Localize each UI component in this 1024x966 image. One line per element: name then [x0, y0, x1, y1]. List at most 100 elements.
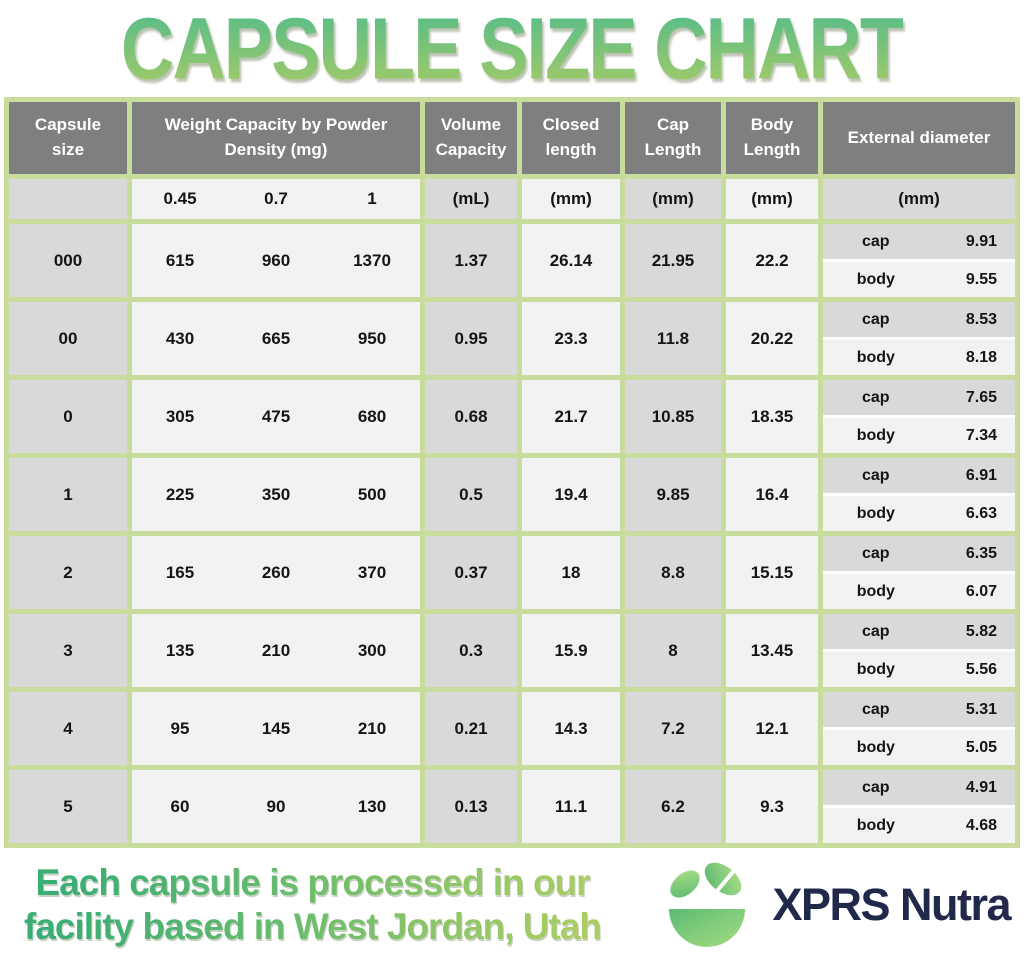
closed-length-cell: 26.14	[522, 224, 620, 297]
volume-capacity-cell: 1.37	[425, 224, 517, 297]
external-diameter-cell: cap 4.91 body 4.68	[823, 770, 1015, 843]
external-diameter-cell: cap 6.35 body 6.07	[823, 536, 1015, 609]
capsule-size-cell: 3	[9, 614, 127, 687]
weight-capacity-cell: 305 475 680	[132, 380, 420, 453]
weight-value: 615	[165, 250, 195, 270]
volume-capacity-cell: 0.13	[425, 770, 517, 843]
capsule-size-cell: 0	[9, 380, 127, 453]
external-body-value: 7.34	[965, 426, 997, 444]
cap-length-cell: 21.95	[625, 224, 721, 297]
external-cap-label: cap	[862, 466, 890, 484]
volume-capacity-cell: 0.5	[425, 458, 517, 531]
header-weight-capacity: Weight Capacity by Powder Density (mg)	[132, 102, 420, 174]
units-volume: (mL)	[425, 179, 517, 219]
external-body-row: body 4.68	[823, 808, 1015, 843]
external-body-label: body	[856, 660, 895, 678]
weight-value: 210	[357, 718, 387, 738]
external-cap-row: cap 5.31	[823, 692, 1015, 727]
weight-value: 260	[261, 562, 291, 582]
cap-length-cell: 9.85	[625, 458, 721, 531]
weight-value: 95	[170, 718, 190, 738]
weight-value: 130	[357, 796, 387, 816]
leaf-bowl-logo-icon	[669, 862, 746, 947]
external-cap-label: cap	[862, 622, 890, 640]
external-cap-label: cap	[862, 310, 890, 328]
weight-capacity-cell: 135 210 300	[132, 614, 420, 687]
table-row: 5 60 90 130 0.13 11.1 6.2 9.3 cap 4.91 body 4.68	[9, 770, 1015, 843]
external-body-row: body 6.63	[823, 496, 1015, 531]
capsule-size-cell: 000	[9, 224, 127, 297]
units-density-cell: 0.45 0.7 1	[132, 179, 420, 219]
units-body: (mm)	[726, 179, 818, 219]
volume-capacity-cell: 0.21	[425, 692, 517, 765]
header-capsule-size: Capsule size	[9, 102, 127, 174]
external-body-value: 8.18	[965, 348, 997, 366]
header-cap-length: Cap Length	[625, 102, 721, 174]
external-cap-value: 6.91	[965, 466, 997, 484]
body-length-cell: 16.4	[726, 458, 818, 531]
external-cap-value: 8.53	[965, 310, 997, 328]
footer: Each capsule is processed in our facilit…	[0, 848, 1024, 966]
external-cap-row: cap 6.91	[823, 458, 1015, 493]
external-body-label: body	[856, 426, 895, 444]
external-body-label: body	[856, 816, 895, 834]
weight-value: 210	[261, 640, 291, 660]
weight-value: 680	[357, 406, 387, 426]
weight-value: 960	[261, 250, 291, 270]
cap-length-cell: 10.85	[625, 380, 721, 453]
closed-length-cell: 18	[522, 536, 620, 609]
weight-value: 665	[261, 328, 291, 348]
header-body-length: Body Length	[726, 102, 818, 174]
closed-length-cell: 11.1	[522, 770, 620, 843]
external-cap-value: 5.82	[965, 622, 997, 640]
external-body-label: body	[856, 348, 895, 366]
weight-value: 500	[357, 484, 387, 504]
capsule-size-cell: 1	[9, 458, 127, 531]
weight-capacity-cell: 430 665 950	[132, 302, 420, 375]
weight-value: 90	[266, 796, 286, 816]
weight-capacity-cell: 165 260 370	[132, 536, 420, 609]
body-length-cell: 15.15	[726, 536, 818, 609]
page-header: CAPSULE SIZE CHART	[0, 0, 1024, 97]
weight-value: 165	[165, 562, 195, 582]
closed-length-cell: 14.3	[522, 692, 620, 765]
table-header-row: Capsule size Weight Capacity by Powder D…	[9, 102, 1015, 174]
cap-length-cell: 6.2	[625, 770, 721, 843]
external-diameter-cell: cap 9.91 body 9.55	[823, 224, 1015, 297]
facility-note: Each capsule is processed in our facilit…	[24, 861, 601, 950]
weight-capacity-cell: 225 350 500	[132, 458, 420, 531]
facility-note-line1: Each capsule is processed in our	[35, 861, 590, 903]
facility-note-line2: facility based in West Jordan, Utah	[24, 906, 602, 947]
external-body-label: body	[856, 738, 895, 756]
header-closed-length: Closed length	[522, 102, 620, 174]
header-external-diameter: External diameter	[823, 102, 1015, 174]
external-cap-label: cap	[862, 232, 890, 250]
units-closed: (mm)	[522, 179, 620, 219]
external-body-value: 6.63	[965, 504, 997, 522]
weight-value: 950	[357, 328, 387, 348]
volume-capacity-cell: 0.3	[425, 614, 517, 687]
external-cap-row: cap 5.82	[823, 614, 1015, 649]
external-diameter-cell: cap 8.53 body 8.18	[823, 302, 1015, 375]
table-row: 0 305 475 680 0.68 21.7 10.85 18.35 cap 7.65 body 7…	[9, 380, 1015, 453]
external-cap-label: cap	[862, 778, 890, 796]
external-cap-row: cap 7.65	[823, 380, 1015, 415]
external-cap-row: cap 9.91	[823, 224, 1015, 259]
weight-value: 60	[170, 796, 190, 816]
weight-value: 430	[165, 328, 195, 348]
weight-value: 350	[261, 484, 291, 504]
external-body-value: 5.56	[965, 660, 997, 678]
weight-value: 135	[165, 640, 195, 660]
volume-capacity-cell: 0.95	[425, 302, 517, 375]
closed-length-cell: 19.4	[522, 458, 620, 531]
external-diameter-cell: cap 6.91 body 6.63	[823, 458, 1015, 531]
weight-value: 300	[357, 640, 387, 660]
external-cap-row: cap 4.91	[823, 770, 1015, 805]
weight-capacity-cell: 615 960 1370	[132, 224, 420, 297]
external-body-row: body 9.55	[823, 262, 1015, 297]
header-volume-capacity: Volume Capacity	[425, 102, 517, 174]
weight-value: 145	[261, 718, 291, 738]
external-cap-label: cap	[862, 700, 890, 718]
cap-length-cell: 7.2	[625, 692, 721, 765]
external-diameter-cell: cap 7.65 body 7.34	[823, 380, 1015, 453]
